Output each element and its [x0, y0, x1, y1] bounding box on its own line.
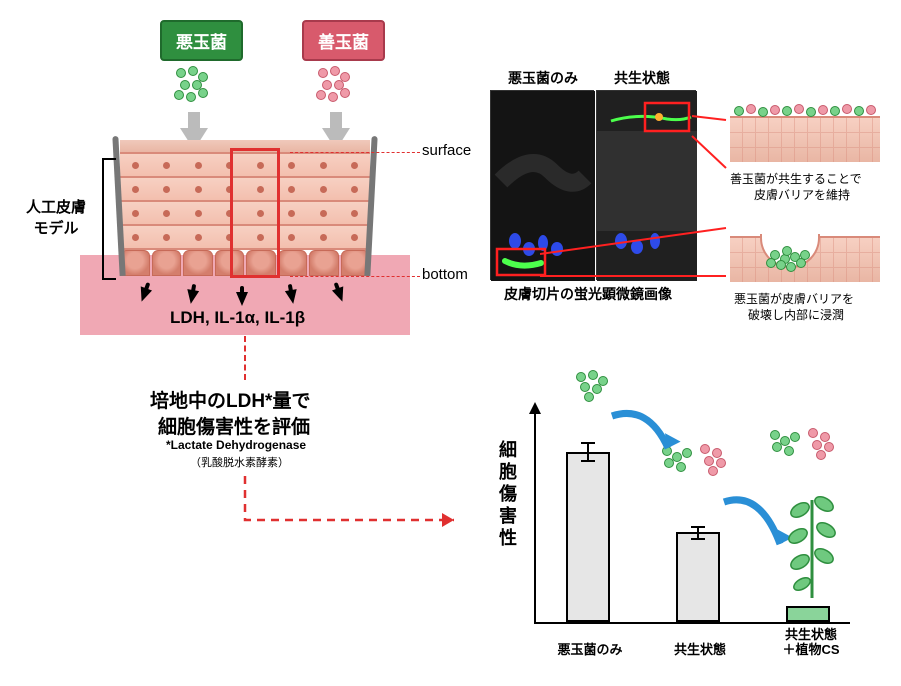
chart-xlabel-1: 悪玉菌のみ — [550, 643, 630, 658]
chart-bar-3 — [786, 606, 830, 622]
surface-leader-line — [290, 152, 420, 153]
ldh-leader-vertical — [244, 336, 246, 380]
ldh-to-chart-arrow — [190, 470, 480, 550]
chart-bac-cluster-3 — [768, 428, 838, 464]
ldh-footnote2: （乳酸脱水素酵素） — [190, 454, 289, 470]
label-bad-text: 悪玉菌 — [176, 33, 227, 52]
mini-good-caption2: 皮膚バリアを維持 — [754, 186, 850, 203]
plant-icon — [788, 480, 838, 600]
chart-xlabel-2: 共生状態 — [660, 643, 740, 658]
chart-bar-2 — [676, 532, 720, 622]
label-good-bacteria: 善玉菌 — [302, 20, 385, 61]
bad-bacteria-cluster-top — [172, 66, 216, 106]
label-good-text: 善玉菌 — [318, 33, 369, 52]
skin-highlight-box — [230, 148, 280, 278]
skin-model-bracket-icon — [102, 158, 116, 280]
mini-bad-caption2: 破壊し内部に浸潤 — [748, 306, 844, 323]
micro-caption: 皮膚切片の蛍光顕微鏡画像 — [504, 284, 672, 304]
ldh-eval-line1: 培地中のLDH*量で — [150, 386, 310, 413]
mini-bad-caption1: 悪玉菌が皮膚バリアを — [734, 290, 854, 307]
secrete-arrow-3-icon — [236, 292, 248, 306]
micro-to-mini-leaders — [540, 100, 740, 280]
mini-skin-good — [730, 104, 880, 162]
surface-label: surface — [422, 142, 471, 159]
chart-x-axis — [534, 622, 850, 624]
bottom-leader-line — [290, 276, 420, 277]
secreted-markers-label: LDH, IL-1α, IL-1β — [170, 308, 305, 328]
mini-skin-bad — [730, 224, 880, 282]
chart-y-axis — [534, 410, 536, 624]
mini-good-caption1: 善玉菌が共生することで — [730, 170, 862, 187]
secrete-arrow-4-icon — [285, 289, 299, 305]
skin-model-label: 人工皮膚 モデル — [26, 196, 86, 238]
ldh-footnote1: *Lactate Dehydrogenase — [166, 438, 306, 452]
chart-bac-cluster-1 — [574, 370, 614, 406]
bottom-label: bottom — [422, 266, 468, 283]
micro-left-title: 悪玉菌のみ — [508, 68, 578, 88]
ldh-eval-line2: 細胞傷害性を評価 — [158, 412, 310, 439]
secrete-arrow-2-icon — [185, 289, 199, 305]
good-bacteria-cluster-top — [314, 66, 358, 106]
label-bad-bacteria: 悪玉菌 — [160, 20, 243, 61]
chart-err-1 — [587, 442, 589, 462]
chart-xlabel-3: 共生状態 ＋植物CS — [766, 628, 856, 658]
chart-blue-arrow-1 — [604, 408, 684, 478]
chart-y-label: 細胞傷害性 — [494, 440, 520, 550]
micro-right-title: 共生状態 — [614, 68, 670, 88]
chart-blue-arrow-2 — [716, 494, 796, 574]
chart-err-2 — [697, 526, 699, 540]
